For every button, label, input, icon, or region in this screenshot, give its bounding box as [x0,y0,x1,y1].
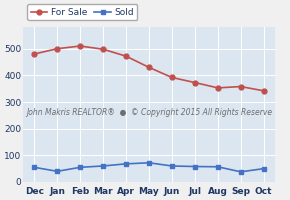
Legend: For Sale, Sold: For Sale, Sold [27,4,137,20]
Text: John Makris REALTOR®  ●  © Copyright 2015 All Rights Reserve: John Makris REALTOR® ● © Copyright 2015 … [26,108,272,117]
